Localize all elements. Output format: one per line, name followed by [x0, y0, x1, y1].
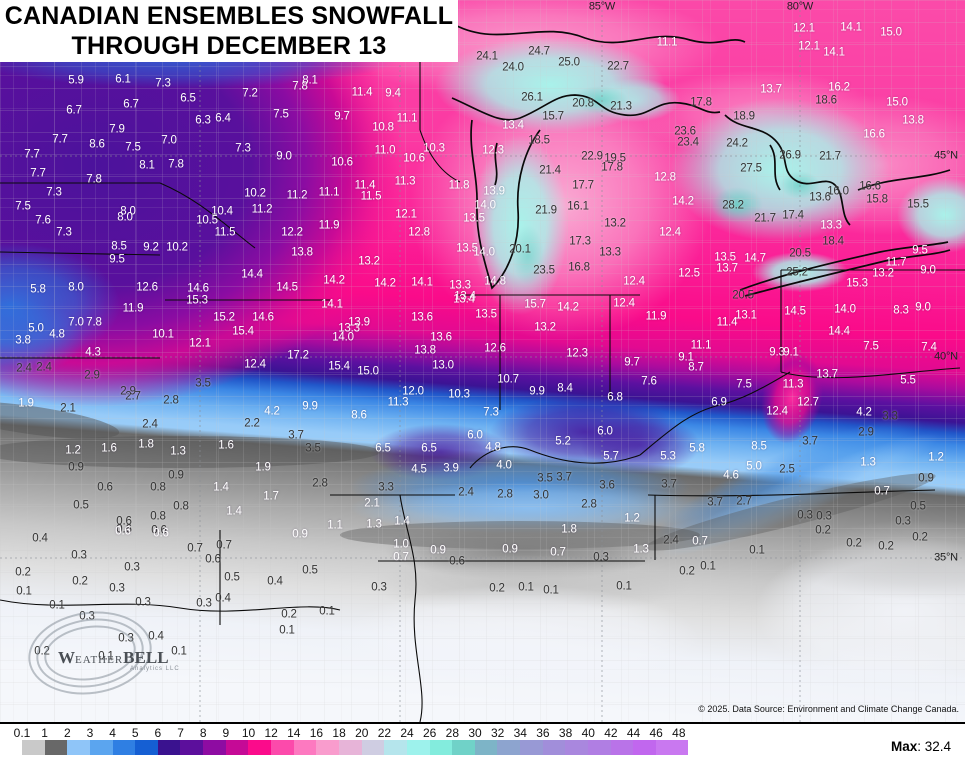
legend-color-segment [655, 740, 688, 755]
legend-tick: 18 [332, 726, 346, 740]
legend-color-segment [520, 740, 543, 755]
legend-tick: 5 [131, 726, 139, 740]
legend-tick: 14 [287, 726, 301, 740]
max-value: : 32.4 [917, 739, 951, 754]
snowfall-field-canvas [0, 0, 965, 722]
legend-tick: 26 [423, 726, 437, 740]
legend-tick: 0.1 [13, 726, 31, 740]
max-label: Max [890, 739, 918, 754]
legend-color-segment [497, 740, 521, 755]
legend-tick: 40 [581, 726, 595, 740]
county-borders [0, 0, 965, 722]
legend-color-segment [248, 740, 272, 755]
legend-color-segment [474, 740, 498, 755]
legend-tick: 34 [513, 726, 527, 740]
legend-tick: 46 [649, 726, 663, 740]
legend-tick: 22 [377, 726, 392, 740]
legend-color-segment [361, 740, 385, 755]
state-and-lake-borders [0, 24, 965, 722]
legend-color-segment [565, 740, 589, 755]
legend-color-segment [22, 740, 45, 755]
attribution-text: © 2025. Data Source: Environment and Cli… [698, 704, 959, 714]
title-line-1: CANADIAN ENSEMBLES SNOWFALL [4, 2, 454, 30]
legend-tick: 30 [468, 726, 482, 740]
legend-color-segment [11, 740, 22, 755]
title-line-2: THROUGH DECEMBER 13 [71, 32, 387, 60]
legend-tick: 28 [445, 726, 460, 740]
legend-color-segment [293, 740, 317, 755]
legend-tick: 36 [536, 726, 550, 740]
legend-tick: 24 [400, 726, 414, 740]
max-value-readout: Max: 32.4 [891, 739, 951, 754]
map-title: CANADIAN ENSEMBLES SNOWFALL THROUGH DECE… [0, 0, 458, 62]
legend-tick: 6 [154, 726, 162, 740]
legend-color-segment [633, 740, 656, 755]
snowfall-map: 5.9 6.1 7.3 7.2 6.5 6.7 6.7 7.8 8.1 7.5 6.3 6.4 7.9 7… [0, 0, 965, 722]
legend-tick: 20 [355, 726, 369, 740]
legend-tick: 42 [604, 726, 618, 740]
legend-color-segment [89, 740, 113, 755]
legend-color-segment [271, 740, 294, 755]
legend-color-segment [157, 740, 181, 755]
legend-color-segment [225, 740, 249, 755]
legend-tick-labels: 0.1 1 2 3 4 5 6 7 8 9 10 12 14 16 18 20 22 24 26 28 30 32 34 36… [0, 726, 965, 740]
legend-color-segment [542, 740, 566, 755]
legend-tick: 10 [241, 726, 256, 740]
legend-color-segment [452, 740, 475, 755]
legend-tick: 48 [672, 726, 686, 740]
legend-tick: 1 [41, 726, 48, 740]
legend-color-segment [588, 740, 611, 755]
legend-color-segment [338, 740, 362, 755]
legend-tick: 8 [199, 726, 207, 740]
legend-tick: 38 [558, 726, 573, 740]
legend-color-segment [112, 740, 136, 755]
legend-tick: 3 [86, 726, 94, 740]
legend-color-segment [316, 740, 339, 755]
legend-color-segment [180, 740, 204, 755]
legend: 0.1 1 2 3 4 5 6 7 8 9 10 12 14 16 18 20 22 24 26 28 30 32 34 36… [0, 722, 965, 758]
legend-color-segment [429, 740, 453, 755]
legend-color-segment [384, 740, 407, 755]
legend-tick: 9 [222, 726, 230, 740]
legend-color-segment [203, 740, 226, 755]
legend-color-segment [135, 740, 158, 755]
legend-tick: 32 [490, 726, 505, 740]
legend-color-segment [610, 740, 634, 755]
legend-tick: 7 [177, 726, 184, 740]
legend-tick: 12 [264, 726, 278, 740]
legend-color-segment [44, 740, 68, 755]
legend-tick: 4 [109, 726, 116, 740]
legend-tick: 2 [63, 726, 71, 740]
legend-color-segment [67, 740, 90, 755]
legend-color-segment [406, 740, 430, 755]
legend-tick: 16 [309, 726, 324, 740]
legend-colorbar [11, 740, 688, 755]
legend-tick: 44 [626, 726, 641, 740]
graticule-lines [0, 0, 965, 722]
